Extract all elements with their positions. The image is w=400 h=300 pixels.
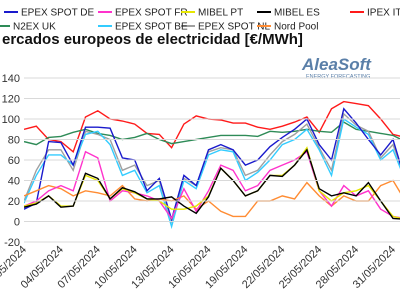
plot-area <box>24 100 400 230</box>
y-tick-label: 0 <box>14 217 20 229</box>
y-tick-label: -20 <box>4 237 20 249</box>
legend-label: IPEX IT <box>367 8 400 19</box>
legend-label: MIBEL ES <box>274 8 320 19</box>
legend-label: Nord Pool <box>274 22 318 33</box>
legend-label: N2EX UK <box>13 22 56 33</box>
y-tick-label: 120 <box>2 94 20 106</box>
x-tick-label: 05/2024 <box>0 244 29 281</box>
y-tick-label: 20 <box>8 196 20 208</box>
logo-tagline: ENERGY FORECASTING <box>306 74 370 80</box>
series-line <box>24 107 400 222</box>
y-tick-label: 140 <box>2 73 20 85</box>
y-tick-label: 80 <box>8 135 20 147</box>
logo-name: AleaSoft <box>301 55 372 74</box>
legend-label: EPEX SPOT NL <box>198 22 271 33</box>
y-tick-label: 40 <box>8 176 20 188</box>
legend-label: EPEX SPOT DE <box>21 8 95 19</box>
series-line <box>24 179 400 218</box>
chart-title: ercados europeos de electricidad [€/MWh] <box>2 31 303 48</box>
series-line <box>24 112 400 224</box>
legend-label: EPEX SPOT BE <box>115 22 188 33</box>
series-line <box>24 148 400 220</box>
series-line <box>24 117 400 230</box>
legend-label: EPEX SPOT FR <box>115 8 188 19</box>
y-tick-label: 60 <box>8 155 20 167</box>
legend-label: MIBEL PT <box>198 8 243 19</box>
series-line <box>24 150 400 220</box>
y-tick-label: 100 <box>2 114 20 126</box>
